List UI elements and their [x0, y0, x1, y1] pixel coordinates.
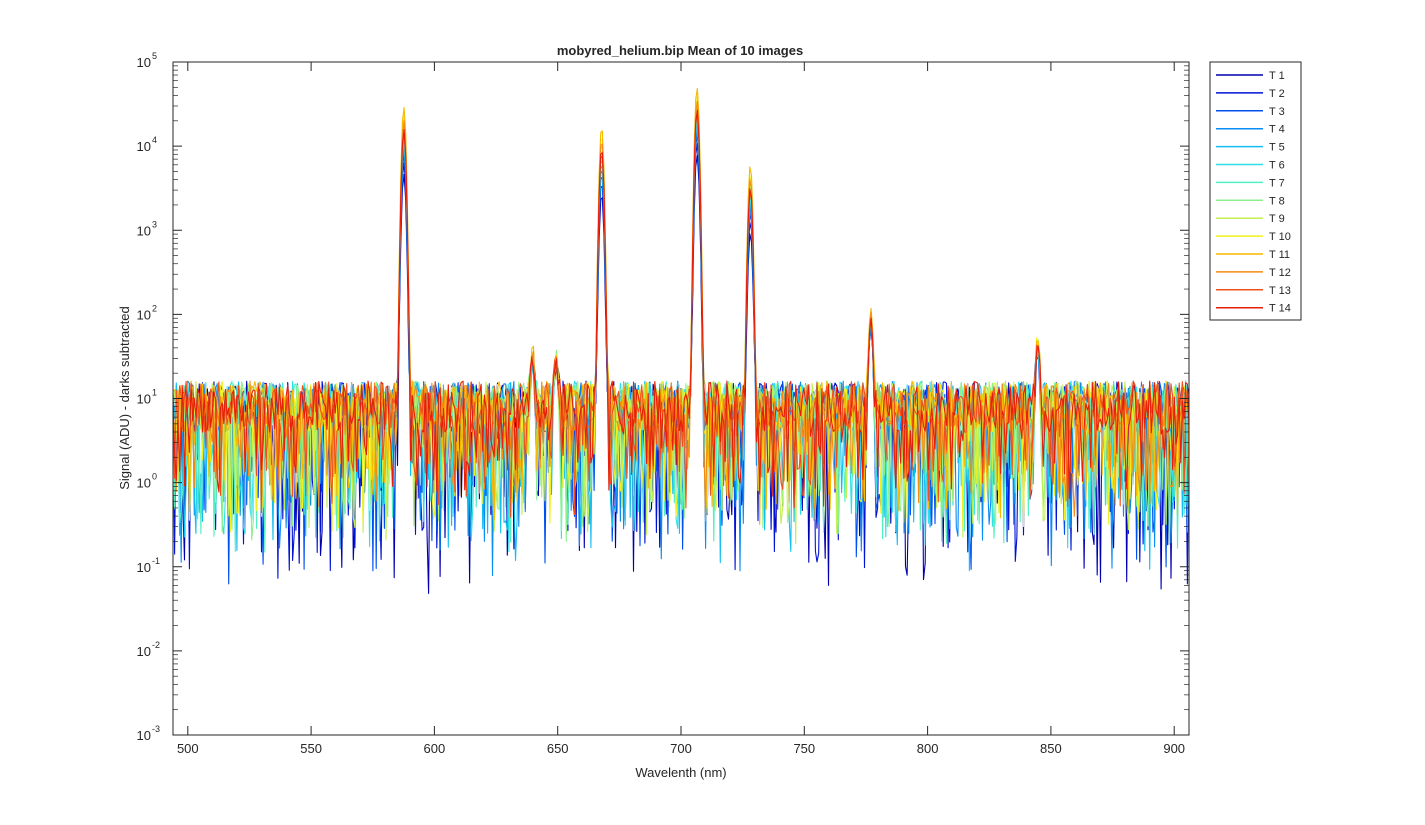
- legend-label: T 10: [1269, 231, 1291, 243]
- x-tick-label: 500: [177, 741, 199, 756]
- plot-lines: [172, 87, 1190, 594]
- y-tick-label: 10: [137, 392, 151, 407]
- x-tick-label: 750: [793, 741, 815, 756]
- legend-label: T 13: [1269, 285, 1291, 297]
- y-tick-label: 10: [137, 476, 151, 491]
- legend-label: T 8: [1269, 195, 1285, 207]
- legend-box: [1209, 61, 1302, 321]
- legend-label: T 2: [1269, 88, 1285, 100]
- y-tick-exponent: -2: [152, 640, 160, 650]
- legend-label: T 1: [1269, 70, 1285, 82]
- series-line: [172, 109, 1190, 509]
- legend-label: T 6: [1269, 160, 1285, 172]
- legend-label: T 14: [1269, 303, 1291, 315]
- y-tick-label: 10: [137, 139, 151, 154]
- x-tick-label: 800: [917, 741, 939, 756]
- y-tick-exponent: 2: [152, 303, 157, 313]
- legend-label: T 7: [1269, 177, 1285, 189]
- legend-label: T 12: [1269, 267, 1291, 279]
- series-line: [172, 100, 1190, 522]
- y-tick-exponent: 4: [152, 135, 157, 145]
- chart-title: mobyred_helium.bip Mean of 10 images: [557, 43, 803, 58]
- x-tick-label: 850: [1040, 741, 1062, 756]
- y-tick-exponent: -3: [152, 724, 160, 734]
- series-line: [172, 103, 1190, 545]
- y-tick-label: 10: [137, 55, 151, 70]
- y-tick-exponent: 3: [152, 219, 157, 229]
- x-tick-label: 600: [424, 741, 446, 756]
- series-line: [172, 154, 1190, 594]
- x-axis: 500 550 600 650 700 750 800 850 900: [177, 62, 1185, 756]
- x-axis-label: Wavelenth (nm): [635, 765, 726, 780]
- y-tick-exponent: 0: [152, 472, 157, 482]
- y-tick-label: 10: [137, 560, 151, 575]
- y-axis-label: Signal (ADU) - darks subtracted: [117, 306, 132, 490]
- y-tick-exponent: 5: [152, 51, 157, 61]
- legend-label: T 5: [1269, 142, 1285, 154]
- x-tick-label: 550: [300, 741, 322, 756]
- y-tick-label: 10: [137, 307, 151, 322]
- legend: T 1 T 2 T 3 T 4 T 5 T 6 T 7 T 8 T 9 T 10 T 11 T 12 T…: [1209, 61, 1302, 321]
- x-tick-label: 900: [1163, 741, 1185, 756]
- x-tick-label: 650: [547, 741, 569, 756]
- y-tick-label: 10: [137, 223, 151, 238]
- y-tick-exponent: 1: [152, 388, 157, 398]
- y-tick-exponent: -1: [152, 556, 160, 566]
- series-line: [172, 113, 1190, 518]
- legend-label: T 4: [1269, 124, 1285, 136]
- y-tick-label: 10: [137, 728, 151, 743]
- legend-label: T 11: [1269, 249, 1290, 261]
- y-tick-label: 10: [137, 644, 151, 659]
- legend-label: T 3: [1269, 106, 1285, 118]
- x-tick-label: 700: [670, 741, 692, 756]
- legend-label: T 9: [1269, 213, 1285, 225]
